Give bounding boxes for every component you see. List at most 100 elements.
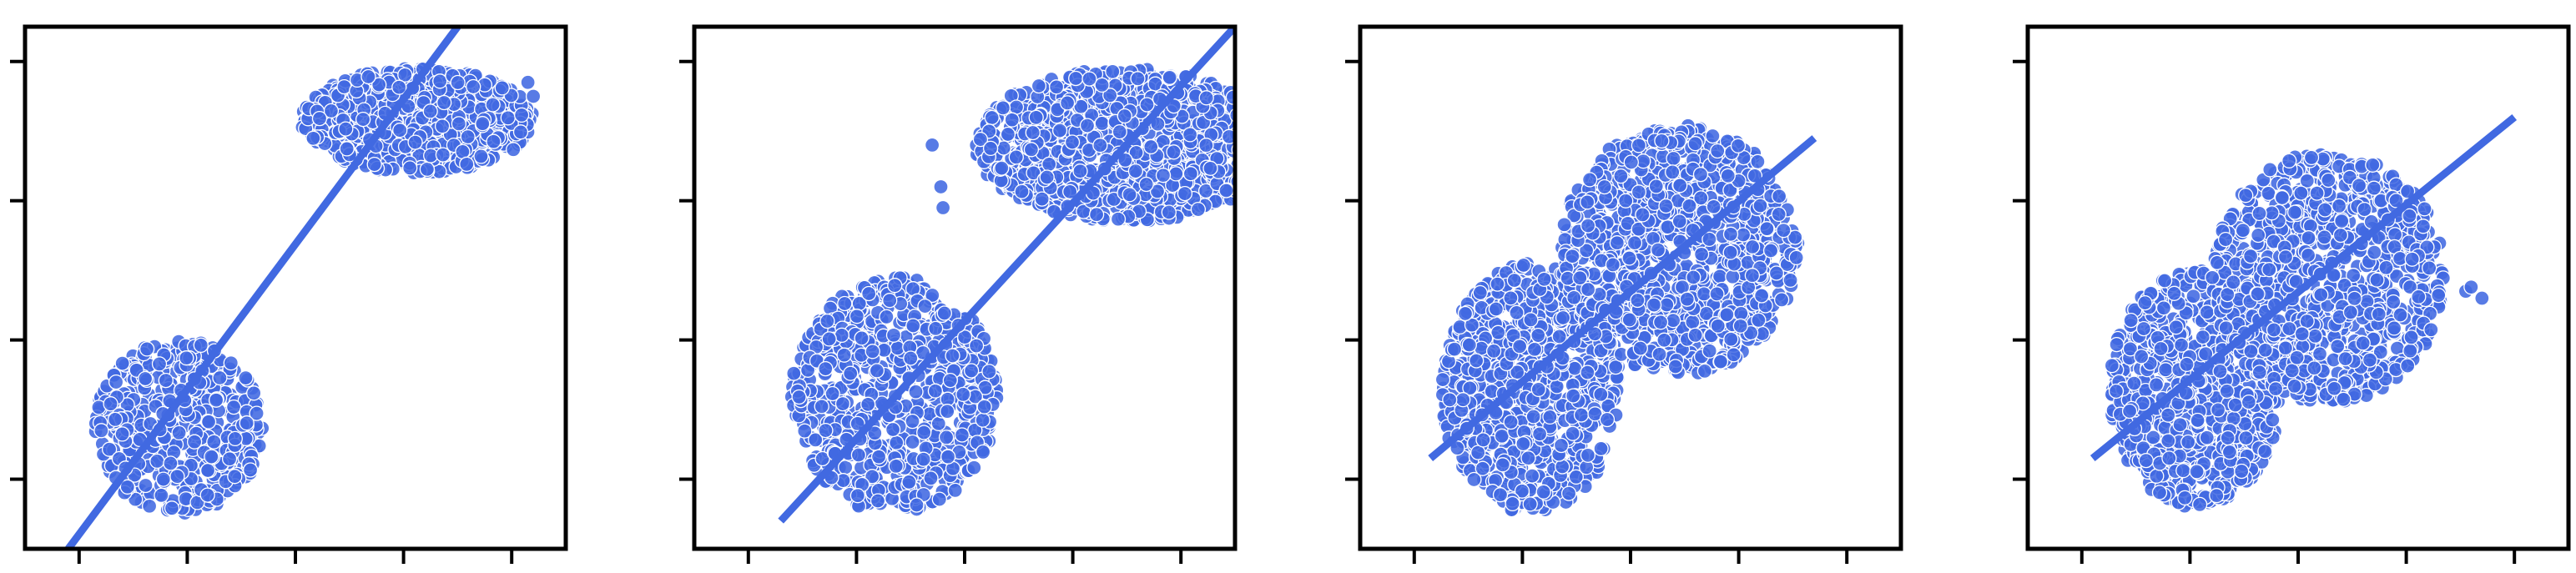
scatter-point — [1261, 121, 1275, 135]
scatter-point — [402, 160, 418, 176]
scatter-point — [870, 449, 887, 465]
fit-line — [778, 27, 1235, 524]
scatter-point — [1263, 143, 1277, 158]
scatter-point — [995, 100, 1011, 116]
scatter-point — [139, 341, 155, 357]
scatter-point — [836, 347, 852, 363]
scatter-point — [903, 350, 919, 366]
scatter-point — [1262, 141, 1276, 155]
scatter-point — [1580, 194, 1596, 210]
scatter-point — [305, 130, 321, 146]
scatter-point — [1238, 164, 1252, 178]
scatter-cluster-1 — [88, 334, 270, 521]
scatter-point — [968, 338, 985, 354]
scatter-point — [107, 411, 124, 428]
scatter-point — [1190, 201, 1207, 218]
scatter-point — [1666, 150, 1681, 167]
scatter-point — [450, 74, 466, 91]
scatter-point — [436, 94, 452, 111]
scatter-point — [1248, 154, 1262, 168]
scatter-point — [103, 396, 118, 412]
scatter-point — [1495, 457, 1510, 473]
scatter-point — [1768, 265, 1785, 281]
scatter-point — [225, 399, 242, 415]
scatter-point — [154, 487, 169, 504]
scatter-point — [1161, 204, 1177, 220]
scatter-point — [1462, 380, 1478, 396]
scatter-point — [791, 389, 807, 405]
scatter-point — [1127, 163, 1144, 179]
scatter-point — [1490, 324, 1506, 340]
scatter-point — [1782, 272, 1798, 289]
scatter-point — [945, 348, 960, 364]
scatter-point — [889, 435, 905, 450]
scatter-point — [1202, 160, 1218, 176]
scatter-point — [1652, 314, 1669, 330]
scatter-point — [947, 482, 963, 499]
scatter-point — [392, 123, 408, 138]
scatter-point — [1162, 69, 1177, 85]
scatter-point — [1014, 183, 1030, 199]
scatter-point — [954, 427, 970, 443]
fit-line — [65, 27, 461, 549]
scatter-point — [1230, 174, 1235, 188]
scatter-point — [199, 487, 215, 503]
scatter-point-outlier — [933, 178, 949, 195]
scatter-point — [1239, 174, 1253, 188]
scatter-point — [1240, 157, 1254, 171]
scatter-point — [1542, 409, 1558, 425]
plot-area — [778, 27, 1278, 524]
scatter-point — [1525, 409, 1541, 425]
scatter-point — [818, 360, 834, 377]
scatter-point — [1651, 346, 1667, 362]
scatter-point — [1247, 170, 1261, 184]
scatter-point — [164, 500, 180, 516]
scatter-point — [1254, 146, 1268, 160]
scatter-point — [1599, 411, 1616, 428]
scatter-point — [834, 327, 849, 344]
scatter-point — [1250, 139, 1264, 153]
scatter-point — [885, 327, 902, 343]
scatter-point — [942, 372, 958, 389]
scatter-point — [1693, 190, 1709, 206]
scatter-point — [1515, 257, 1531, 274]
scatter-point — [1525, 468, 1540, 484]
scatter-point — [1243, 181, 1258, 195]
scatter-point — [360, 68, 376, 85]
scatter-point — [1122, 187, 1137, 203]
scatter-point — [908, 384, 924, 400]
scatter-point — [915, 451, 931, 467]
scatter-point — [1244, 107, 1258, 121]
scatter-point — [1117, 108, 1132, 124]
scatter-point — [928, 320, 944, 337]
scatter-point — [1041, 156, 1057, 173]
scatter-point — [1155, 168, 1172, 183]
scatter-point — [1240, 164, 1254, 178]
scatter-point — [1264, 156, 1278, 170]
scatter-point — [865, 344, 880, 359]
scatter-point — [940, 449, 956, 465]
scatter-point — [1505, 495, 1520, 512]
scatter-point — [1026, 165, 1041, 181]
scatter-point — [1580, 364, 1596, 380]
scatter-point — [151, 356, 168, 372]
scatter-point — [1251, 136, 1265, 150]
scatter-point — [1631, 221, 1646, 237]
scatter-point — [1555, 459, 1570, 475]
scatter-point — [909, 497, 925, 513]
scatter-point — [1531, 426, 1548, 442]
scatter-point — [1701, 343, 1717, 359]
scatter-point — [1241, 112, 1255, 126]
scatter-point — [391, 79, 407, 95]
scatter-point — [1522, 496, 1538, 512]
plot-area — [65, 27, 542, 549]
scatter-point — [466, 78, 481, 95]
scatter-point — [473, 148, 489, 164]
scatter-point — [179, 350, 194, 366]
scatter-point — [1252, 150, 1266, 164]
scatter-point — [371, 77, 387, 93]
scatter-point — [485, 97, 501, 113]
scatter-point — [865, 469, 880, 485]
scatter-point — [1475, 460, 1490, 476]
scatter-point — [1787, 229, 1803, 245]
